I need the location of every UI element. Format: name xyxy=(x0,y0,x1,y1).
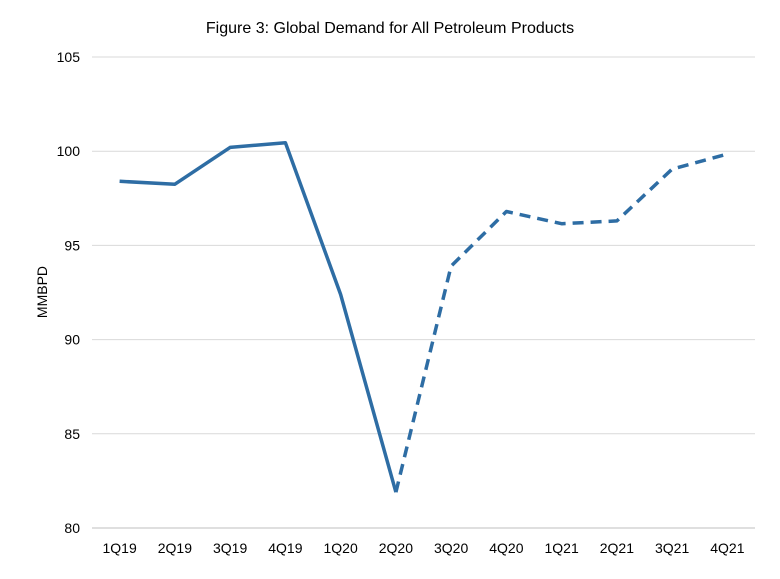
chart-title: Figure 3: Global Demand for All Petroleu… xyxy=(205,20,575,37)
x-tick-label: 3Q20 xyxy=(434,540,468,556)
y-tick-label: 100 xyxy=(57,143,81,159)
y-tick-label: 90 xyxy=(64,332,80,348)
x-tick-label: 2Q20 xyxy=(379,540,413,556)
x-tick-label: 2Q19 xyxy=(158,540,192,556)
y-tick-label: 80 xyxy=(64,520,80,536)
x-tick-label: 3Q19 xyxy=(213,540,247,556)
y-tick-label: 105 xyxy=(57,49,81,65)
y-tick-label: 95 xyxy=(64,237,80,253)
y-tick-label: 85 xyxy=(64,426,80,442)
x-tick-label: 4Q20 xyxy=(489,540,523,556)
y-axis-label: MMBPD xyxy=(34,266,50,318)
x-tick-label: 1Q19 xyxy=(103,540,137,556)
x-tick-label: 4Q19 xyxy=(268,540,302,556)
x-tick-label: 3Q21 xyxy=(655,540,689,556)
x-tick-label: 1Q21 xyxy=(545,540,579,556)
series-line-forecast xyxy=(394,152,728,493)
x-tick-label: 2Q21 xyxy=(600,540,634,556)
x-tick-label: 4Q21 xyxy=(710,540,744,556)
x-tick-label: 1Q20 xyxy=(324,540,358,556)
series-line-actual xyxy=(119,140,398,493)
